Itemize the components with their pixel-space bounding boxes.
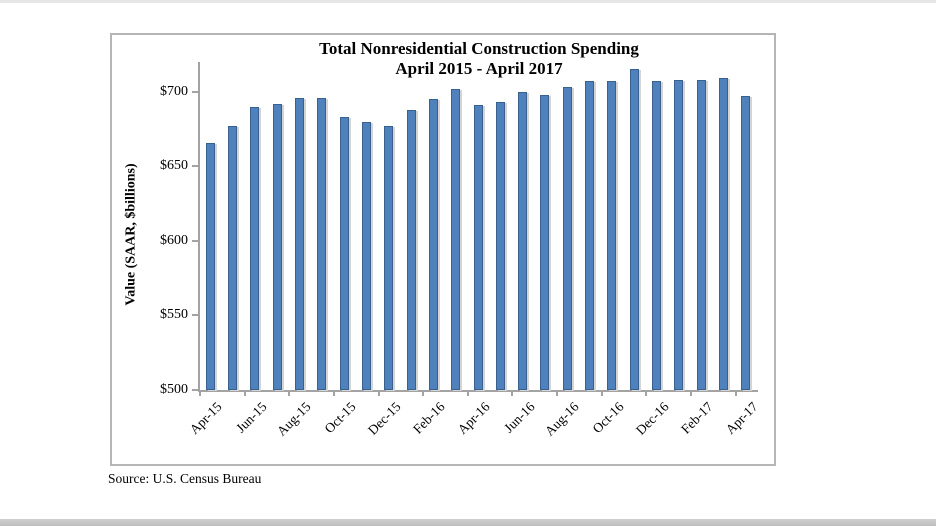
bar-Aug-16 [562, 87, 572, 390]
bar-Apr-16 [473, 105, 483, 390]
bar-Nov-16 [629, 69, 639, 390]
x-axis-tick [645, 392, 648, 396]
bar-Oct-15 [339, 117, 349, 390]
bar-May-16 [495, 102, 505, 390]
y-axis-line [198, 62, 200, 390]
x-axis-tick-label-Feb-16: Feb-16 [410, 399, 448, 437]
x-axis-tick [288, 392, 291, 396]
x-axis-tick [243, 392, 246, 396]
bar-Apr-15 [205, 142, 215, 390]
x-axis-tick [600, 392, 603, 396]
bar-Jun-16 [518, 91, 528, 390]
bar-Apr-17 [741, 96, 751, 390]
bar-May-15 [227, 126, 237, 390]
x-axis-line [198, 390, 758, 392]
bar-Jan-17 [674, 79, 684, 390]
bar-Sep-15 [317, 97, 327, 390]
bar-Dec-16 [652, 81, 662, 390]
x-axis-tick [690, 392, 693, 396]
bar-Mar-16 [451, 88, 461, 390]
y-axis-tick-700 [192, 90, 198, 93]
plot-area: $500 $550 $600 $650 $700 Apr-15 Jun-15 Aug-15 Oc… [160, 62, 760, 439]
y-axis-tick-600 [192, 239, 198, 242]
bar-Mar-17 [719, 78, 729, 390]
x-axis-tick [377, 392, 380, 396]
y-axis-tick-label-700: $700 [160, 83, 188, 99]
x-axis-tick [422, 392, 425, 396]
x-axis-tick-label-Aug-16: Aug-16 [542, 399, 582, 439]
x-axis-tick [199, 392, 201, 396]
y-axis-tick-500 [192, 389, 198, 391]
bar-Jul-16 [540, 94, 550, 390]
bar-Sep-16 [585, 81, 595, 390]
y-axis-tick-550 [192, 314, 198, 317]
y-axis-tick-650 [192, 165, 198, 168]
bar-Dec-15 [384, 126, 394, 390]
x-axis-tick-label-Feb-17: Feb-17 [678, 399, 716, 437]
x-axis-tick [466, 392, 469, 396]
x-axis-tick-label-Jun-16: Jun-16 [500, 399, 538, 436]
bar-Aug-15 [294, 97, 304, 390]
y-axis-tick-label-500: $500 [160, 382, 188, 397]
bar-Feb-16 [428, 99, 438, 390]
bar-Oct-16 [607, 81, 617, 390]
x-axis-tick-label-Apr-17: Apr-17 [722, 399, 761, 437]
x-axis-tick [556, 392, 559, 396]
bottom-edge-strip [0, 519, 936, 526]
y-axis-tick-label-650: $650 [160, 158, 188, 174]
y-axis-tick-label-550: $550 [160, 307, 188, 323]
y-axis-title: Value (SAAR, $billions) [123, 163, 139, 306]
chart-subtitle: April 2015 - April 2017 [395, 59, 563, 78]
x-axis-tick-label-Dec-15: Dec-15 [364, 399, 404, 438]
chart-title: Total Nonresidential Construction Spendi… [319, 39, 639, 58]
x-axis-tick-label-Jun-15: Jun-15 [232, 399, 270, 436]
bar-Jan-16 [406, 109, 416, 390]
x-axis-tick-label-Aug-15: Aug-15 [274, 399, 315, 439]
x-axis-tick-label-Apr-16: Apr-16 [454, 399, 493, 437]
bar-Feb-17 [696, 79, 706, 390]
top-edge-strip [0, 0, 936, 3]
y-axis-tick-label-600: $600 [160, 232, 188, 248]
chart-container: Total Nonresidential Construction Spendi… [110, 33, 776, 466]
source-note: Source: U.S. Census Bureau [108, 471, 262, 486]
bar-Jun-15 [250, 106, 260, 390]
x-axis-tick-label-Oct-16: Oct-16 [589, 399, 627, 437]
x-axis-tick-label-Oct-15: Oct-15 [321, 399, 359, 437]
x-axis-tick-label-Apr-15: Apr-15 [186, 399, 225, 437]
x-axis-tick [332, 392, 335, 396]
bar-Nov-15 [361, 121, 371, 390]
x-axis-tick [734, 392, 737, 396]
x-axis-tick [511, 392, 514, 396]
x-axis-tick-label-Dec-16: Dec-16 [632, 399, 672, 438]
bar-Jul-15 [272, 103, 282, 390]
chart-title-block: Total Nonresidential Construction Spendi… [200, 39, 758, 79]
